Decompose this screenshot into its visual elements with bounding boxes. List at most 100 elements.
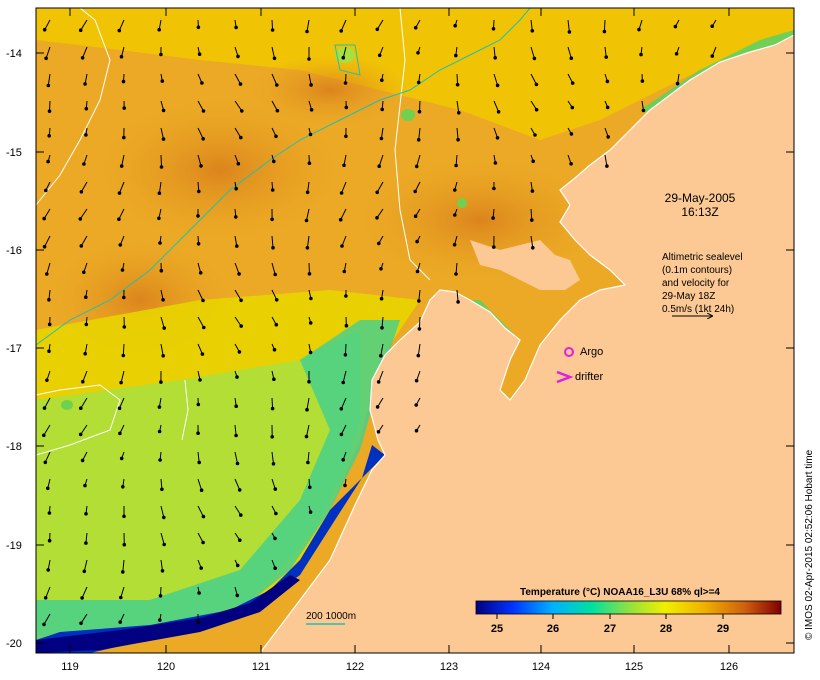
velocity-arrow-head bbox=[158, 618, 162, 622]
velocity-arrow-head bbox=[341, 458, 346, 462]
colorbar-tick-label: 28 bbox=[660, 623, 672, 635]
velocity-arrow-head bbox=[159, 165, 164, 169]
velocity-arrow-head bbox=[160, 487, 164, 492]
lon-label: 121 bbox=[252, 661, 270, 673]
velocity-arrow bbox=[44, 19, 51, 30]
velocity-arrow bbox=[306, 208, 310, 221]
argo-marker bbox=[564, 347, 574, 357]
credit-text: © IMOS 02-Apr-2015 02:52:06 Hobart time bbox=[804, 449, 815, 640]
velocity-arrow-head bbox=[375, 216, 379, 220]
velocity-arrow-head bbox=[344, 294, 348, 298]
velocity-arrow bbox=[306, 424, 310, 437]
lon-label: 120 bbox=[157, 661, 175, 673]
velocity-arrow-head bbox=[161, 298, 165, 302]
velocity-arrow-head bbox=[79, 621, 83, 626]
velocity-arrow-head bbox=[44, 56, 48, 61]
velocity-arrow-head bbox=[569, 162, 573, 166]
velocity-arrow-head bbox=[235, 461, 240, 466]
velocity-arrow-head bbox=[240, 109, 244, 113]
lon-label: 119 bbox=[61, 661, 79, 673]
velocity-arrow-head bbox=[196, 242, 201, 246]
velocity-arrow-head bbox=[122, 325, 127, 329]
velocity-arrow-head bbox=[531, 159, 536, 164]
velocity-arrow-head bbox=[236, 161, 241, 166]
velocity-arrow-head bbox=[343, 353, 348, 357]
velocity-arrow-head bbox=[161, 108, 166, 113]
velocity-arrow bbox=[43, 208, 51, 219]
velocity-arrow bbox=[197, 505, 204, 517]
velocity-arrow bbox=[376, 181, 384, 193]
velocity-arrow-head bbox=[46, 568, 51, 572]
velocity-arrow bbox=[43, 613, 51, 625]
velocity-arrow bbox=[44, 235, 51, 247]
velocity-arrow-head bbox=[238, 82, 243, 86]
velocity-arrow-head bbox=[235, 244, 239, 248]
velocity-arrow-head bbox=[42, 216, 47, 221]
velocity-arrow-head bbox=[200, 81, 204, 85]
velocity-arrow-head bbox=[343, 483, 347, 488]
velocity-arrow-head bbox=[308, 132, 313, 137]
colorbar-ticks bbox=[496, 614, 724, 619]
velocity-arrow-head bbox=[273, 272, 278, 277]
velocity-arrow-head bbox=[344, 134, 348, 139]
velocity-arrow-head bbox=[602, 29, 607, 34]
ocean-navy-edge bbox=[36, 575, 300, 653]
velocity-arrow-head bbox=[606, 135, 611, 139]
velocity-arrow-head bbox=[675, 81, 680, 86]
velocity-arrow-head bbox=[305, 29, 309, 34]
velocity-arrow-head bbox=[308, 485, 312, 490]
velocity-arrow-head bbox=[117, 406, 122, 411]
velocity-arrow-head bbox=[673, 24, 678, 29]
velocity-arrow-head bbox=[309, 108, 314, 112]
velocity-arrow bbox=[81, 586, 88, 599]
velocity-arrow bbox=[119, 397, 125, 409]
velocity-arrow bbox=[456, 289, 459, 302]
velocity-arrow-head bbox=[234, 404, 238, 409]
velocity-arrow-head bbox=[199, 488, 204, 493]
velocity-arrow-head bbox=[79, 406, 83, 411]
velocity-arrow-head bbox=[454, 53, 458, 58]
velocity-arrow-head bbox=[534, 82, 539, 87]
velocity-arrow-head bbox=[307, 161, 312, 165]
velocity-arrow-head bbox=[710, 24, 715, 29]
velocity-arrow bbox=[45, 46, 51, 59]
velocity-arrow-head bbox=[79, 190, 84, 194]
velocity-arrow-head bbox=[455, 82, 460, 87]
sst-spot-2 bbox=[401, 109, 415, 121]
velocity-arrow-head bbox=[306, 460, 310, 465]
velocity-arrow bbox=[80, 19, 88, 31]
velocity-arrow bbox=[530, 73, 537, 85]
velocity-arrow-head bbox=[81, 379, 85, 384]
velocity-arrow-head bbox=[119, 380, 123, 385]
lat-label: -15 bbox=[6, 147, 22, 159]
velocity-arrow-head bbox=[496, 110, 501, 114]
velocity-arrow-head bbox=[453, 23, 458, 28]
velocity-arrow-head bbox=[201, 514, 206, 519]
velocity-arrow-head bbox=[417, 327, 422, 331]
velocity-arrow-head bbox=[339, 191, 344, 195]
velocity-arrow bbox=[122, 343, 125, 356]
colorbar-title: Temperature (°C) NOAA16_L3U 68% ql>=4 bbox=[520, 587, 720, 598]
velocity-arrow-head bbox=[380, 78, 384, 82]
velocity-arrow-head bbox=[495, 83, 500, 88]
velocity-arrow-head bbox=[640, 79, 645, 83]
velocity-arrow bbox=[160, 505, 165, 518]
lat-axis bbox=[36, 52, 794, 644]
velocity-arrow-head bbox=[235, 593, 240, 598]
velocity-arrow-head bbox=[46, 159, 50, 164]
velocity-arrow bbox=[160, 532, 165, 545]
velocity-arrow-head bbox=[236, 54, 240, 59]
velocity-arrow-head bbox=[122, 514, 126, 519]
velocity-arrow bbox=[530, 235, 534, 248]
velocity-arrow bbox=[271, 73, 278, 86]
velocity-arrow bbox=[234, 289, 242, 301]
velocity-arrow-head bbox=[237, 488, 242, 492]
velocity-arrow-head bbox=[605, 79, 610, 84]
velocity-arrow-head bbox=[82, 569, 87, 574]
velocity-arrow-head bbox=[272, 56, 277, 61]
velocity-arrow-head bbox=[274, 511, 278, 516]
land-kimberley bbox=[260, 35, 794, 653]
velocity-arrow-head bbox=[375, 27, 380, 32]
sealevel-contour-3 bbox=[394, 8, 431, 281]
velocity-arrow-head bbox=[273, 536, 277, 541]
